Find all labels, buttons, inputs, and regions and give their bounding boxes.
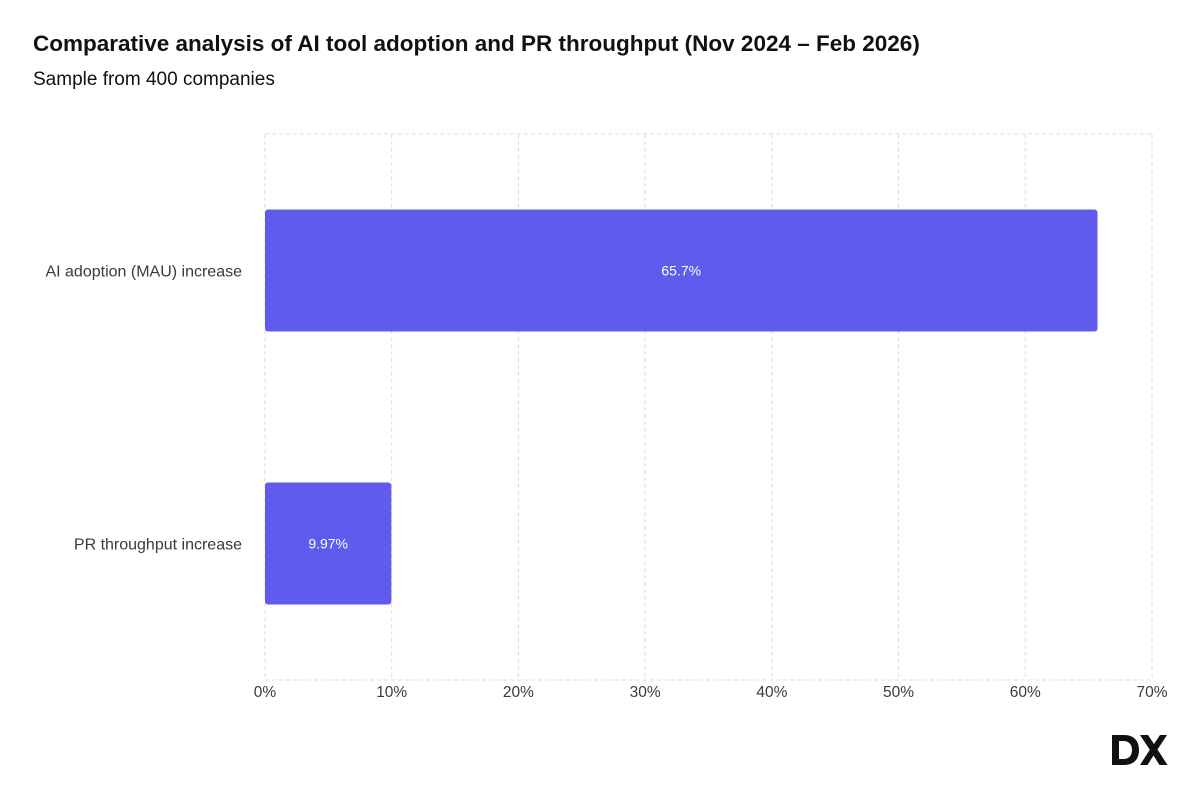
x-tick-label: 70%	[1136, 684, 1167, 701]
bar	[265, 209, 1098, 332]
x-tick-label: 30%	[630, 684, 661, 701]
bar-data-label: 65.7%	[661, 263, 701, 279]
x-tick-label: 0%	[254, 684, 277, 701]
labels: 0% 10% 20% 30% 40% 50% 60% 70% 65.7% AI adoption …	[45, 263, 1167, 702]
category-label: PR throughput increase	[74, 537, 242, 554]
x-tick-label: 20%	[503, 684, 534, 701]
category-label: AI adoption (MAU) increase	[45, 264, 242, 281]
chart-subtitle: Sample from 400 companies	[33, 69, 275, 90]
bars	[265, 209, 1098, 605]
bar-data-label: 9.97%	[308, 536, 348, 552]
x-tick-label: 50%	[883, 684, 914, 701]
x-tick-label: 60%	[1010, 684, 1041, 701]
chart-title: Comparative analysis of AI tool adoption…	[33, 31, 920, 56]
x-tick-label: 40%	[756, 684, 787, 701]
dx-logo: DX	[1112, 735, 1168, 765]
x-tick-label: 10%	[376, 684, 407, 701]
bar	[265, 482, 392, 605]
